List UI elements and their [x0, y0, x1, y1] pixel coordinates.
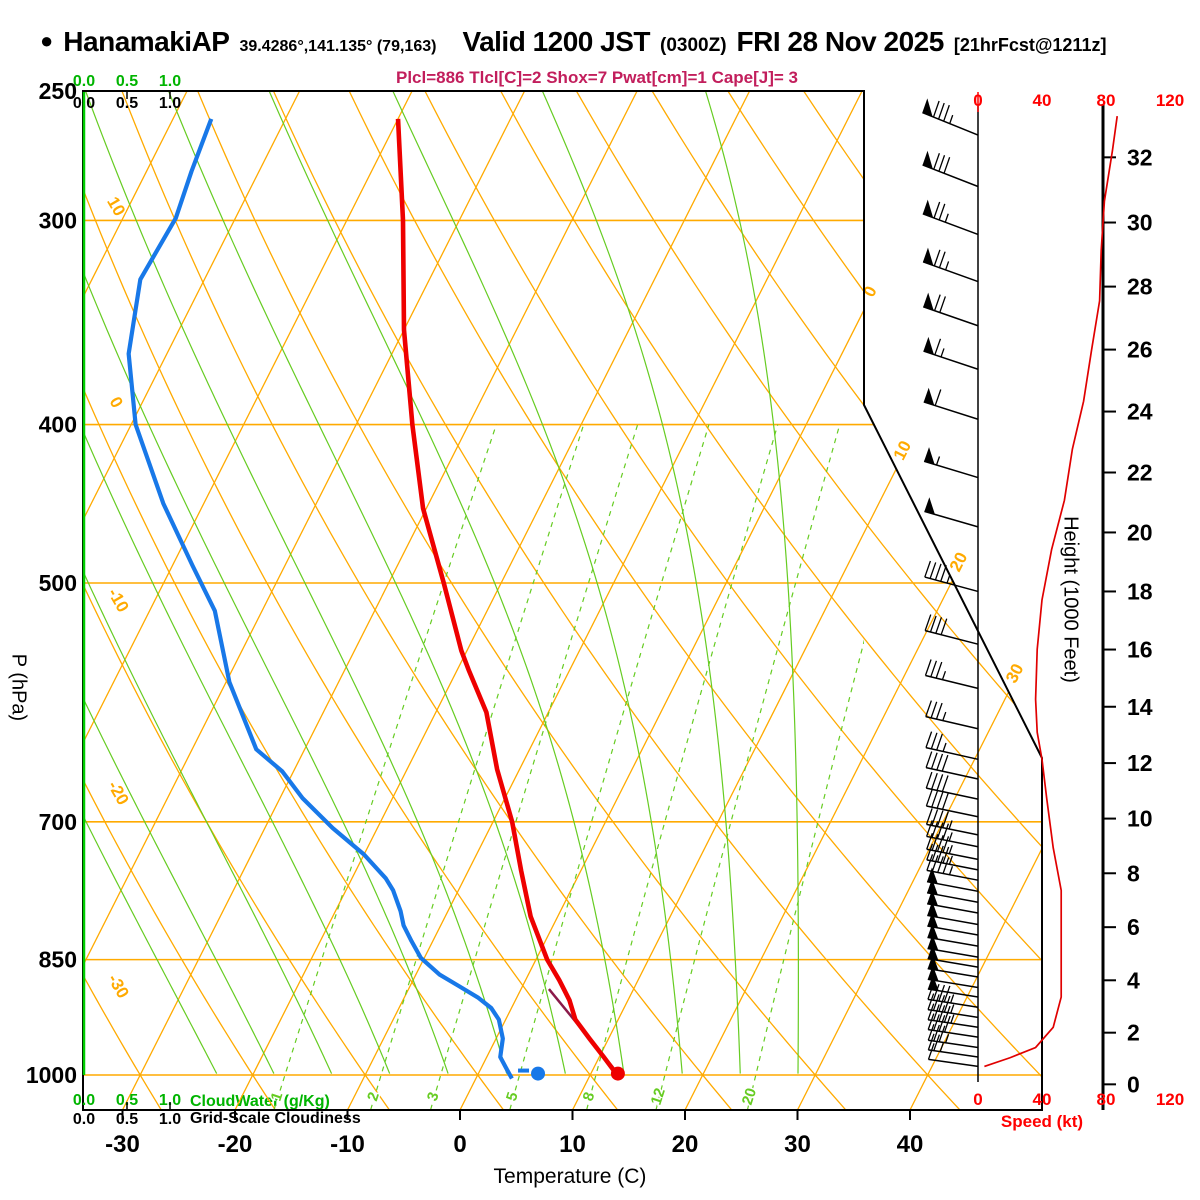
dewpoint-curve: [126, 118, 546, 1081]
svg-text:400: 400: [39, 412, 77, 438]
svg-text:0: 0: [859, 283, 880, 300]
wind-barbs: [922, 92, 979, 1082]
station-bullet-icon: ●: [40, 28, 54, 53]
svg-text:250: 250: [39, 78, 77, 104]
svg-text:0.5: 0.5: [116, 95, 138, 112]
pressure-tick-labels: 250 300 400 500 700 850 1000: [26, 78, 77, 1088]
forecast-tag: [21hrFcst@1211z]: [953, 35, 1107, 55]
station-name: HanamakiAP: [63, 26, 230, 57]
svg-text:0: 0: [973, 91, 982, 110]
svg-text:0.0: 0.0: [73, 1092, 95, 1109]
moist-adiabat-mixing-grid: [83, 91, 864, 1110]
temperature-curve: [395, 118, 625, 1081]
svg-text:0: 0: [106, 393, 127, 411]
svg-text:120: 120: [1156, 1090, 1184, 1109]
svg-text:1000: 1000: [26, 1062, 77, 1088]
svg-text:4: 4: [1127, 967, 1140, 993]
svg-text:0.5: 0.5: [116, 73, 138, 90]
svg-text:1: 1: [268, 1090, 287, 1103]
svg-text:0: 0: [973, 1090, 982, 1109]
valid-time: Valid 1200 JST: [462, 26, 651, 57]
svg-text:0: 0: [453, 1131, 466, 1158]
svg-text:80: 80: [1097, 1090, 1116, 1109]
svg-text:1.0: 1.0: [159, 1092, 181, 1109]
speed-axis-label: Speed (kt): [1000, 1112, 1084, 1131]
title-bar: ● HanamakiAP 39.4286°,141.135° (79,163) …: [40, 26, 1106, 58]
svg-text:1.0: 1.0: [159, 95, 181, 112]
svg-text:20: 20: [739, 1086, 760, 1107]
svg-text:30: 30: [784, 1131, 811, 1158]
svg-text:20: 20: [1127, 519, 1153, 545]
svg-text:5: 5: [503, 1090, 522, 1103]
svg-text:0.0: 0.0: [73, 73, 95, 90]
svg-text:2: 2: [1127, 1020, 1140, 1046]
svg-text:-10: -10: [330, 1131, 365, 1158]
svg-text:40: 40: [1033, 1090, 1052, 1109]
svg-text:22: 22: [1127, 459, 1153, 485]
svg-text:10: 10: [890, 438, 916, 463]
svg-text:18: 18: [1127, 578, 1153, 604]
station-coordinates: 39.4286°,141.135° (79,163): [239, 38, 437, 55]
isobar-isotherm-adiabat-grid: [83, 91, 1042, 1110]
svg-text:8: 8: [1127, 860, 1140, 886]
svg-text:28: 28: [1127, 274, 1153, 300]
svg-text:30: 30: [1002, 661, 1028, 686]
wind-speed-profile: [984, 115, 1119, 1068]
svg-text:20: 20: [672, 1131, 699, 1158]
svg-text:40: 40: [897, 1131, 924, 1158]
svg-text:0: 0: [1127, 1071, 1140, 1097]
valid-date: FRI 28 Nov 2025: [736, 26, 945, 57]
svg-text:-20: -20: [104, 777, 133, 808]
svg-text:0.0: 0.0: [73, 1111, 95, 1128]
svg-text:10: 10: [103, 193, 129, 219]
svg-text:30: 30: [1127, 210, 1153, 236]
svg-text:300: 300: [39, 207, 77, 233]
svg-text:10: 10: [1127, 806, 1153, 832]
svg-text:24: 24: [1127, 399, 1153, 425]
svg-text:6: 6: [1127, 914, 1140, 940]
cloudiness-axis-label: Grid-Scale Cloudiness: [190, 1110, 361, 1127]
svg-text:14: 14: [1127, 694, 1153, 720]
svg-text:16: 16: [1127, 637, 1153, 663]
svg-text:-10: -10: [104, 585, 133, 616]
svg-text:500: 500: [39, 570, 77, 596]
svg-text:0.5: 0.5: [116, 1092, 138, 1109]
valid-time-utc: (0300Z): [660, 35, 727, 56]
svg-text:700: 700: [39, 809, 77, 835]
svg-text:3: 3: [424, 1090, 443, 1103]
svg-text:850: 850: [39, 947, 77, 973]
svg-text:-30: -30: [104, 971, 133, 1002]
temperature-axis-label: Temperature (C): [493, 1165, 647, 1188]
svg-text:32: 32: [1127, 144, 1153, 170]
svg-text:40: 40: [1033, 91, 1052, 110]
cloudwater-axis-label: CloudWater (g/Kg): [190, 1093, 330, 1110]
svg-text:-20: -20: [218, 1131, 253, 1158]
stability-indices: Plcl=886 Tlcl[C]=2 Shox=7 Pwat[cm]=1 Cap…: [395, 68, 799, 87]
svg-text:1.0: 1.0: [159, 73, 181, 90]
svg-text:120: 120: [1156, 91, 1184, 110]
svg-text:10: 10: [559, 1131, 586, 1158]
temperature-tick-labels: -30 -20 -10 0 10 20 30 40: [105, 1110, 923, 1158]
plot-frame: [82, 90, 1043, 1111]
svg-text:1.0: 1.0: [159, 1111, 181, 1128]
svg-text:26: 26: [1127, 337, 1153, 363]
svg-text:12: 12: [648, 1086, 669, 1107]
svg-text:-30: -30: [105, 1131, 140, 1158]
svg-text:20: 20: [946, 549, 972, 574]
svg-text:2: 2: [364, 1090, 383, 1103]
svg-text:8: 8: [580, 1090, 599, 1103]
svg-text:80: 80: [1097, 91, 1116, 110]
svg-text:0.5: 0.5: [116, 1111, 138, 1128]
svg-text:12: 12: [1127, 750, 1153, 776]
